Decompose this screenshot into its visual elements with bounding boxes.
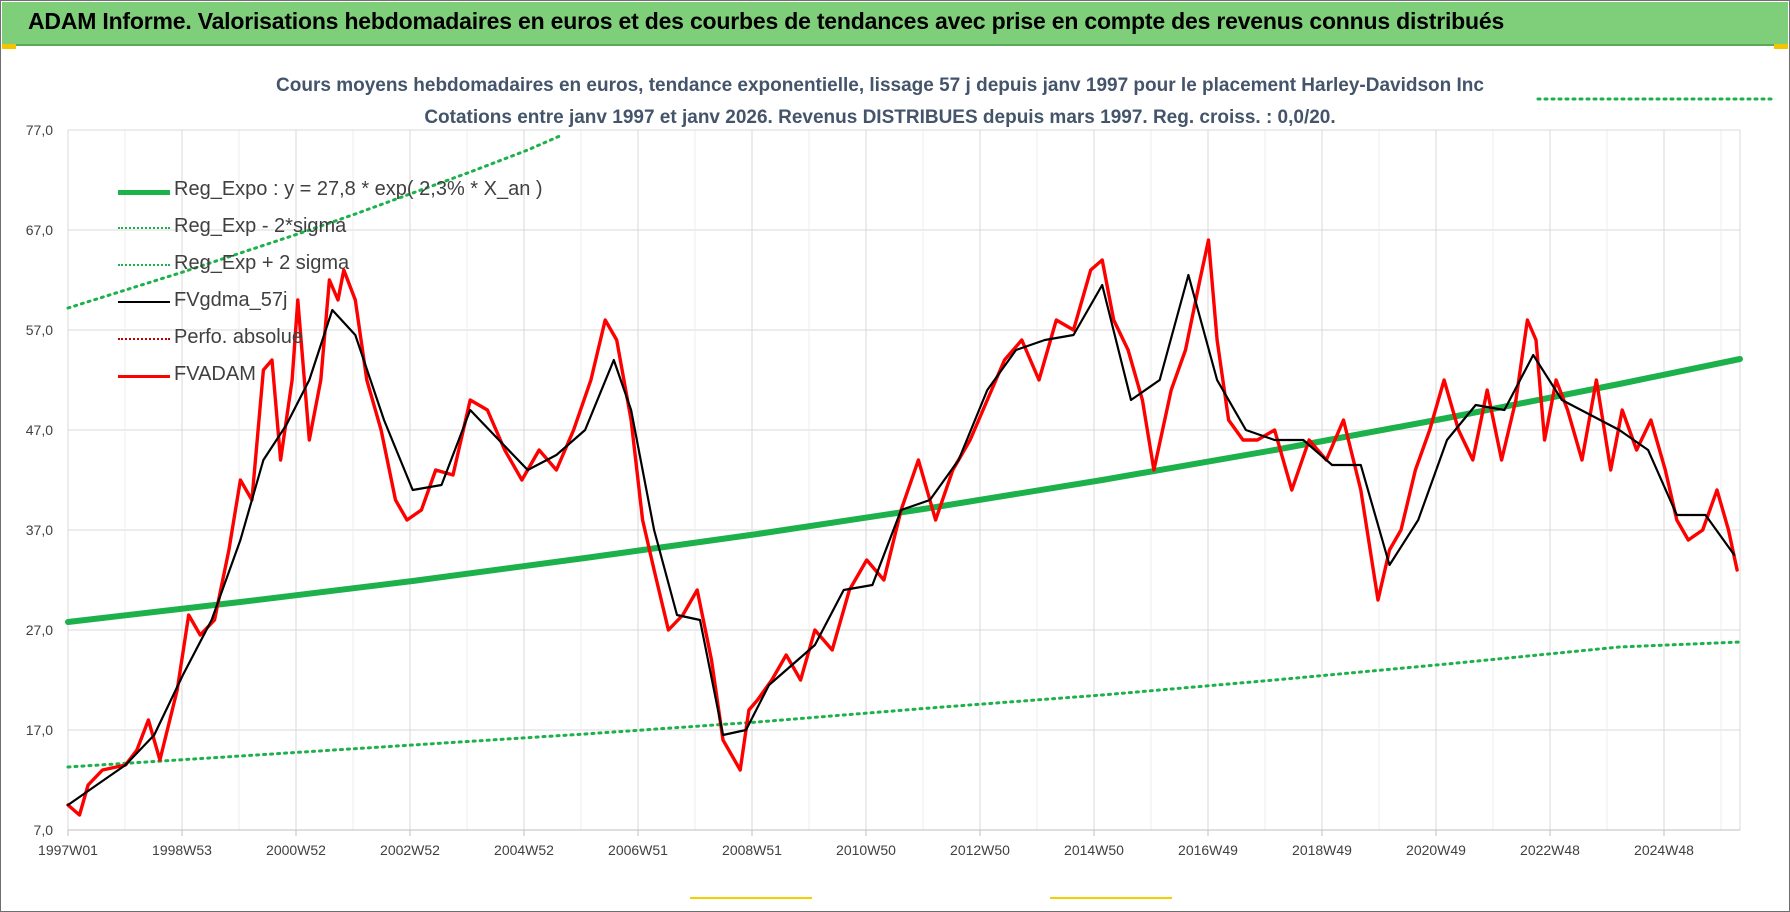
legend-swatch bbox=[118, 338, 170, 340]
series-line-2 bbox=[66, 133, 564, 310]
legend-label: FVADAM bbox=[174, 363, 256, 385]
legend-label: FVgdma_57j bbox=[174, 289, 288, 311]
corner-mark-left bbox=[2, 44, 16, 49]
x-tick-label: 2022W48 bbox=[1520, 842, 1580, 858]
series-line-1 bbox=[66, 640, 1742, 769]
x-tick-label: 1998W53 bbox=[152, 842, 212, 858]
y-tick-label: 57,0 bbox=[26, 322, 53, 338]
y-tick-label: 37,0 bbox=[26, 522, 53, 538]
x-tick-label: 2024W48 bbox=[1634, 842, 1694, 858]
legend-item: FVgdma_57j bbox=[118, 287, 578, 324]
plot-area bbox=[68, 130, 1740, 830]
x-tick-label: 2000W52 bbox=[266, 842, 326, 858]
legend-item: Reg_Exp + 2 sigma bbox=[118, 250, 578, 287]
legend-label: Reg_Exp - 2*sigma bbox=[174, 215, 347, 237]
y-tick-label: 47,0 bbox=[26, 422, 53, 438]
legend-label: Reg_Expo : y = 27,8 * exp( 2,3% * X_an ) bbox=[174, 178, 543, 200]
x-tick-label: 2002W52 bbox=[380, 842, 440, 858]
legend-swatch bbox=[118, 227, 170, 229]
x-tick-label: 2014W50 bbox=[1064, 842, 1124, 858]
legend-item: Reg_Expo : y = 27,8 * exp( 2,3% * X_an ) bbox=[118, 176, 578, 213]
y-tick-label: 17,0 bbox=[26, 722, 53, 738]
chart-title: Cours moyens hebdomadaires en euros, ten… bbox=[276, 75, 1484, 96]
legend-swatch bbox=[118, 264, 170, 266]
y-tick-label: 27,0 bbox=[26, 622, 53, 638]
bottom-accent-right bbox=[1050, 897, 1172, 899]
chart-legend: Reg_Expo : y = 27,8 * exp( 2,3% * X_an )… bbox=[118, 176, 578, 398]
header-banner: ADAM Informe. Valorisations hebdomadaire… bbox=[2, 2, 1788, 46]
series-line-3 bbox=[66, 273, 1736, 807]
legend-item: Perfo. absolue bbox=[118, 324, 578, 361]
legend-label: Perfo. absolue bbox=[174, 326, 303, 348]
x-tick-label: 2008W51 bbox=[722, 842, 782, 858]
legend-label: Reg_Exp + 2 sigma bbox=[174, 252, 350, 274]
corner-mark-right bbox=[1774, 44, 1788, 49]
page-title: ADAM Informe. Valorisations hebdomadaire… bbox=[28, 8, 1505, 34]
x-tick-label: 2018W49 bbox=[1292, 842, 1352, 858]
x-tick-label: 2006W51 bbox=[608, 842, 668, 858]
legend-swatch bbox=[118, 301, 170, 303]
legend-swatch bbox=[118, 190, 170, 195]
y-tick-label: 67,0 bbox=[26, 222, 53, 238]
x-tick-label: 2004W52 bbox=[494, 842, 554, 858]
y-tick-label: 7,0 bbox=[34, 822, 54, 838]
bottom-accent-left bbox=[690, 897, 812, 899]
x-tick-label: 2016W49 bbox=[1178, 842, 1238, 858]
x-tick-label: 2010W50 bbox=[836, 842, 896, 858]
legend-item: FVADAM bbox=[118, 361, 578, 398]
x-tick-label: 2012W50 bbox=[950, 842, 1010, 858]
legend-item: Reg_Exp - 2*sigma bbox=[118, 213, 578, 250]
series-line-5 bbox=[66, 238, 1739, 817]
y-tick-label: 77,0 bbox=[26, 122, 53, 138]
series-line-0 bbox=[65, 356, 1743, 625]
x-tick-label: 1997W01 bbox=[38, 842, 98, 858]
x-tick-label: 2020W49 bbox=[1406, 842, 1466, 858]
legend-swatch bbox=[118, 375, 170, 378]
chart-subtitle: Cotations entre janv 1997 et janv 2026. … bbox=[424, 107, 1336, 128]
